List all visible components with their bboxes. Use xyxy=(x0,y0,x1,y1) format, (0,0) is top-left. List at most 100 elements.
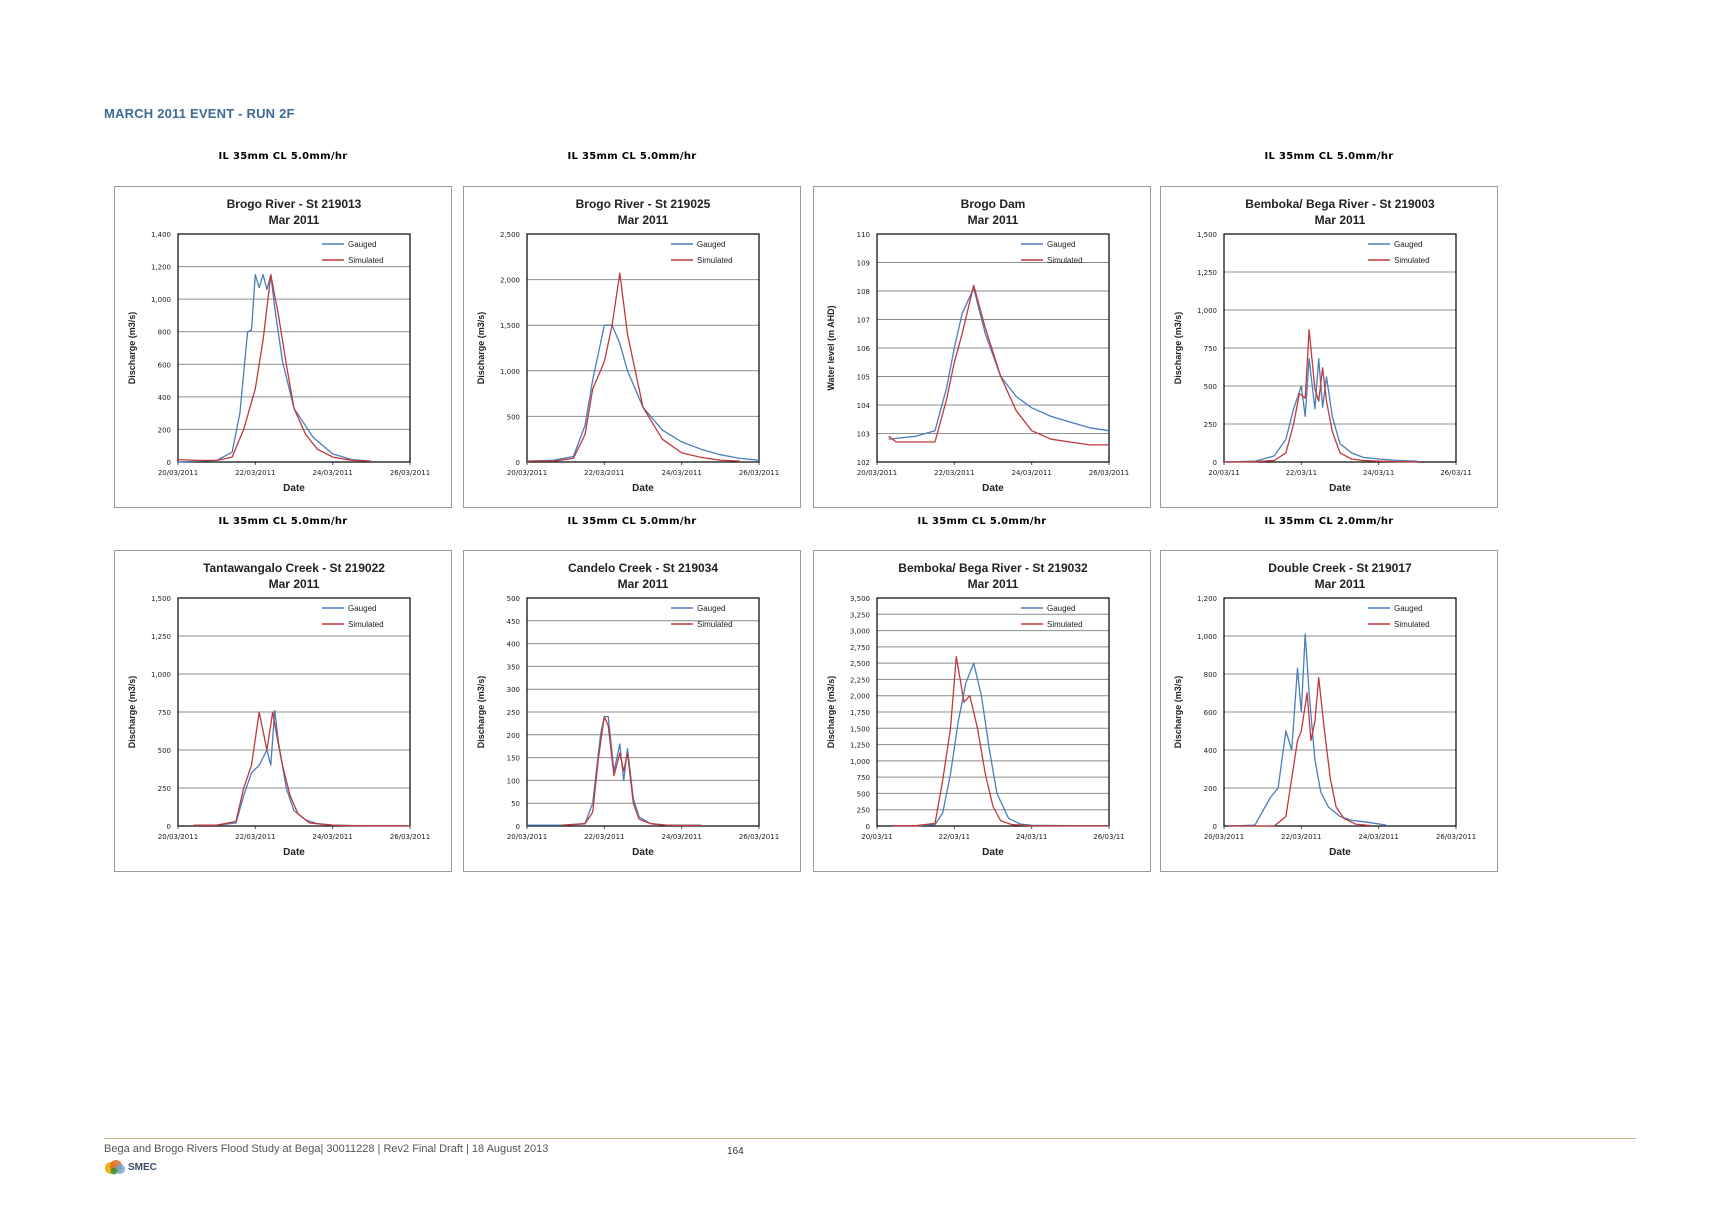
y-tick-label: 1,400 xyxy=(151,231,171,239)
legend-label: Gauged xyxy=(1394,604,1422,613)
x-tick-label: 24/03/2011 xyxy=(312,833,352,841)
chart-svg: Brogo River - St 219013 Mar 2011 0 200 400 60… xyxy=(127,197,430,494)
x-tick-label: 20/03/2011 xyxy=(158,469,198,477)
y-tick-label: 250 xyxy=(1204,421,1217,429)
plot-area-frame xyxy=(177,233,411,463)
chart-subtitle: Mar 2011 xyxy=(269,213,320,227)
chart-svg: Double Creek - St 219017 Mar 2011 0 200 400 6… xyxy=(1173,561,1476,858)
x-tick-label: 22/03/2011 xyxy=(584,833,624,841)
x-axis-label: Date xyxy=(632,483,654,494)
x-tick-label: 20/03/2011 xyxy=(158,833,198,841)
legend-label: Simulated xyxy=(1047,620,1083,629)
chart-title: Brogo River - St 219025 xyxy=(576,197,711,211)
y-axis-label: Water level (m AHD) xyxy=(826,305,836,390)
y-tick-label: 0 xyxy=(516,823,520,831)
smec-logo-text: SMEC xyxy=(128,1162,157,1173)
y-axis-label: Discharge (m3/s) xyxy=(1173,676,1183,749)
legend-label: Simulated xyxy=(697,620,733,629)
legend-label: Gauged xyxy=(1047,240,1075,249)
y-tick-label: 800 xyxy=(158,329,171,337)
series-line-gauged xyxy=(1223,357,1418,463)
x-axis-label: Date xyxy=(632,847,654,858)
parameter-label: IL 35mm CL 5.0mm/hr xyxy=(917,516,1047,527)
y-tick-label: 0 xyxy=(1213,459,1217,467)
y-tick-label: 800 xyxy=(1204,671,1217,679)
y-tick-label: 110 xyxy=(857,231,870,239)
series-line-simulated xyxy=(1227,677,1371,827)
parameter-label: IL 35mm CL 2.0mm/hr xyxy=(1264,516,1394,527)
y-tick-label: 400 xyxy=(158,394,171,402)
legend-label: Simulated xyxy=(348,256,384,265)
y-tick-label: 350 xyxy=(507,663,520,671)
x-tick-label: 22/03/2011 xyxy=(584,469,624,477)
y-tick-label: 1,500 xyxy=(500,322,520,330)
legend-label: Simulated xyxy=(1047,256,1083,265)
series-line-gauged xyxy=(193,709,410,827)
footer-text: Bega and Brogo Rivers Flood Study at Beg… xyxy=(104,1143,549,1155)
legend-label: Gauged xyxy=(348,240,376,249)
parameter-label: IL 35mm CL 5.0mm/hr xyxy=(1264,151,1394,162)
chart-title: Bemboka/ Bega River - St 219003 xyxy=(1245,197,1435,211)
chart-subtitle: Mar 2011 xyxy=(1315,577,1366,591)
x-tick-label: 24/03/11 xyxy=(1363,469,1394,477)
page-heading: MARCH 2011 EVENT - RUN 2F xyxy=(104,106,295,121)
legend-label: Gauged xyxy=(348,604,376,613)
y-axis-label: Discharge (m3/s) xyxy=(127,312,137,385)
y-tick-label: 200 xyxy=(1204,785,1217,793)
y-tick-label: 1,500 xyxy=(1197,231,1217,239)
y-tick-label: 300 xyxy=(507,686,520,694)
chart-panel: Double Creek - St 219017 Mar 2011 0 200 400 6… xyxy=(1160,550,1498,872)
x-tick-label: 20/03/2011 xyxy=(1204,833,1244,841)
y-tick-label: 1,500 xyxy=(151,595,171,603)
x-axis-label: Date xyxy=(982,483,1004,494)
x-tick-label: 26/03/11 xyxy=(1440,469,1471,477)
parameter-label: IL 35mm CL 5.0mm/hr xyxy=(567,151,697,162)
y-tick-label: 104 xyxy=(857,402,871,410)
chart-subtitle: Mar 2011 xyxy=(968,213,1019,227)
chart-title: Brogo Dam xyxy=(961,197,1026,211)
legend-label: Gauged xyxy=(697,604,725,613)
series-line-gauged xyxy=(177,274,372,463)
y-tick-label: 105 xyxy=(857,374,870,382)
chart-svg: Brogo Dam Mar 2011 102 103 104 105 106 107 108 10… xyxy=(826,197,1129,494)
legend-label: Gauged xyxy=(1047,604,1075,613)
chart-panel: Candelo Creek - St 219034 Mar 2011 0 50 100 1… xyxy=(463,550,801,872)
chart-subtitle: Mar 2011 xyxy=(269,577,320,591)
y-tick-label: 2,750 xyxy=(850,644,870,652)
x-tick-label: 24/03/2011 xyxy=(661,469,701,477)
y-tick-label: 108 xyxy=(857,288,870,296)
y-tick-label: 250 xyxy=(857,807,870,815)
series-line-gauged xyxy=(526,324,760,462)
footer-rule xyxy=(104,1138,1636,1139)
x-axis-label: Date xyxy=(1329,483,1351,494)
x-axis-label: Date xyxy=(283,847,305,858)
y-tick-label: 200 xyxy=(158,426,171,434)
y-tick-label: 150 xyxy=(507,755,520,763)
y-tick-label: 750 xyxy=(158,709,171,717)
chart-svg: Candelo Creek - St 219034 Mar 2011 0 50 100 1… xyxy=(476,561,779,858)
x-tick-label: 26/03/2011 xyxy=(1089,469,1129,477)
x-tick-label: 26/03/2011 xyxy=(390,469,430,477)
x-tick-label: 24/03/2011 xyxy=(661,833,701,841)
y-tick-label: 0 xyxy=(167,459,171,467)
series-line-simulated xyxy=(527,272,740,462)
x-tick-label: 20/03/11 xyxy=(1208,469,1239,477)
y-axis-label: Discharge (m3/s) xyxy=(826,676,836,749)
y-tick-label: 500 xyxy=(1204,383,1217,391)
plot-area-frame xyxy=(876,233,1110,463)
x-tick-label: 26/03/2011 xyxy=(390,833,430,841)
y-tick-label: 0 xyxy=(1213,823,1217,831)
x-tick-label: 22/03/2011 xyxy=(1281,833,1321,841)
parameter-label: IL 35mm CL 5.0mm/hr xyxy=(567,516,697,527)
legend-label: Simulated xyxy=(348,620,384,629)
y-tick-label: 50 xyxy=(511,800,520,808)
x-tick-label: 24/03/11 xyxy=(1016,833,1047,841)
chart-svg: Bemboka/ Bega River - St 219032 Mar 2011 0… xyxy=(826,561,1125,858)
y-tick-label: 750 xyxy=(1204,345,1217,353)
y-axis-label: Discharge (m3/s) xyxy=(1173,312,1183,385)
x-tick-label: 20/03/2011 xyxy=(507,469,547,477)
y-tick-label: 400 xyxy=(507,641,520,649)
y-tick-label: 600 xyxy=(158,361,171,369)
y-tick-label: 2,250 xyxy=(850,676,870,684)
y-tick-label: 1,750 xyxy=(850,709,870,717)
